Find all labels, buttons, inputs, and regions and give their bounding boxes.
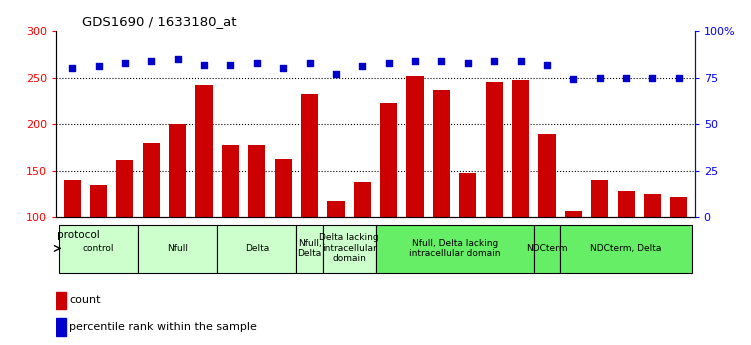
Bar (486, 82, 502, 217)
Point (356, 64, 368, 69)
Bar (169, 124, 186, 217)
Point (330, 71, 342, 77)
Bar (380, 103, 397, 217)
Point (145, 58, 157, 63)
Point (673, 75, 685, 80)
Bar (116, 160, 134, 217)
Point (119, 60, 131, 66)
Point (409, 58, 421, 63)
Bar (534, 225, 560, 273)
Point (647, 75, 659, 80)
Point (594, 75, 606, 80)
Bar (301, 95, 318, 217)
Point (620, 75, 632, 80)
Text: protocol: protocol (57, 230, 100, 240)
Bar (406, 76, 424, 217)
Text: Nfull: Nfull (167, 244, 189, 253)
Text: NDCterm: NDCterm (526, 244, 568, 253)
Bar (249, 145, 265, 217)
Text: Delta: Delta (245, 244, 269, 253)
Text: Nfull,
Delta: Nfull, Delta (297, 239, 321, 258)
Bar (538, 134, 556, 217)
Point (514, 58, 526, 63)
Point (92, 64, 104, 69)
Bar (275, 159, 291, 217)
Point (303, 60, 315, 66)
Bar (433, 90, 450, 217)
Bar (591, 180, 608, 217)
Bar (195, 85, 213, 217)
Bar (671, 197, 687, 217)
Point (198, 62, 210, 67)
Bar (354, 182, 371, 217)
Bar (90, 185, 107, 217)
Bar (59, 225, 138, 273)
Point (172, 56, 184, 62)
Point (436, 58, 448, 63)
Bar (376, 225, 534, 273)
Bar (617, 191, 635, 217)
Text: control: control (83, 244, 114, 253)
Bar (217, 225, 297, 273)
Bar (56, 292, 66, 309)
Bar (565, 211, 582, 217)
Point (567, 77, 579, 82)
Bar (644, 194, 661, 217)
Bar (327, 200, 345, 217)
Text: NDCterm, Delta: NDCterm, Delta (590, 244, 662, 253)
Text: Nfull, Delta lacking
intracellular domain: Nfull, Delta lacking intracellular domai… (409, 239, 500, 258)
Bar (222, 145, 239, 217)
Point (383, 60, 395, 66)
Text: Delta lacking
intracellular
domain: Delta lacking intracellular domain (319, 234, 379, 263)
Bar (143, 143, 160, 217)
Bar (138, 225, 217, 273)
Point (488, 58, 500, 63)
Point (225, 62, 237, 67)
Bar (560, 225, 692, 273)
Point (277, 66, 289, 71)
Bar (297, 225, 323, 273)
Point (66, 66, 78, 71)
Text: count: count (70, 296, 101, 305)
Text: GDS1690 / 1633180_at: GDS1690 / 1633180_at (82, 16, 237, 29)
Text: percentile rank within the sample: percentile rank within the sample (70, 322, 258, 332)
Bar (323, 225, 376, 273)
Bar (56, 318, 66, 336)
Point (251, 60, 263, 66)
Bar (460, 172, 476, 217)
Bar (512, 80, 529, 217)
Point (462, 60, 474, 66)
Point (541, 62, 553, 67)
Bar (64, 180, 80, 217)
